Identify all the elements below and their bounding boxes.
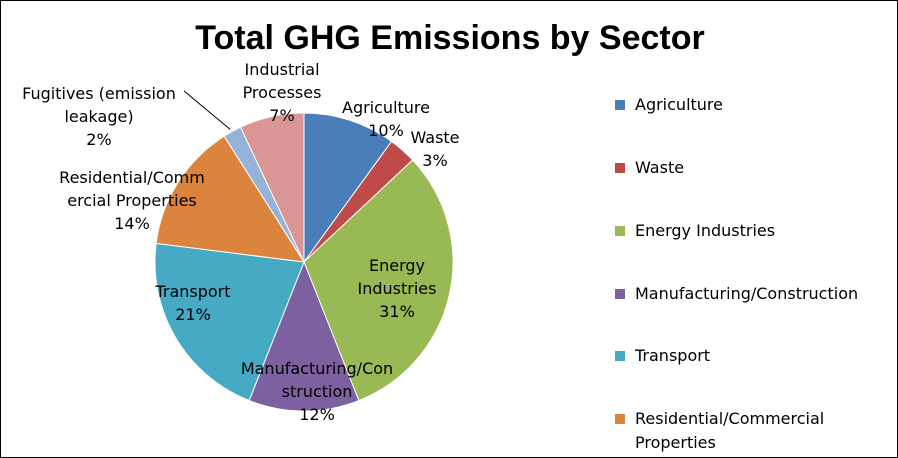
legend-label: Transport <box>635 346 711 365</box>
legend-label: Residential/Commercial Properties <box>635 409 825 452</box>
legend-swatch <box>615 289 625 299</box>
legend-label: Agriculture <box>635 95 723 114</box>
data-label-agriculture: Agriculture 10% <box>342 98 430 140</box>
pie-slice-residential-commercial-properties <box>155 135 305 263</box>
data-label-waste: Waste 3% <box>410 128 459 170</box>
legend-label: Manufacturing/Construction <box>635 284 859 303</box>
legend-swatch <box>615 351 625 361</box>
pie-slice-industrial-processes <box>239 112 305 263</box>
data-label-industrial-processes: Industrial Processes 7% <box>243 60 322 125</box>
legend-label: Energy Industries <box>635 221 776 240</box>
data-label-energy-industries: Energy Industries 31% <box>358 256 437 321</box>
legend-swatch <box>615 414 625 424</box>
pie-slice-manufacturing-construction <box>248 260 360 412</box>
data-label-transport: Transport 21% <box>154 282 230 324</box>
pie-slice-energy-industries <box>303 159 454 402</box>
data-label-residential-commercial-properties: Residential/Comm ercial Properties 14% <box>59 168 205 233</box>
legend-swatch <box>615 226 625 236</box>
pie-slice-transport <box>154 242 305 402</box>
legend-swatch <box>615 100 625 110</box>
chart-title: Total GHG Emissions by Sector <box>195 19 705 57</box>
data-label-manufacturing-construction: Manufacturing/Con struction 12% <box>241 359 393 424</box>
leader-line-fugitives <box>183 90 231 130</box>
pie-slice-agriculture <box>303 112 393 264</box>
legend-swatch <box>615 163 625 173</box>
data-label-fugitives-emission-leakage: Fugitives (emission leakage) 2% <box>22 84 176 149</box>
legend-label: Waste <box>635 158 685 177</box>
